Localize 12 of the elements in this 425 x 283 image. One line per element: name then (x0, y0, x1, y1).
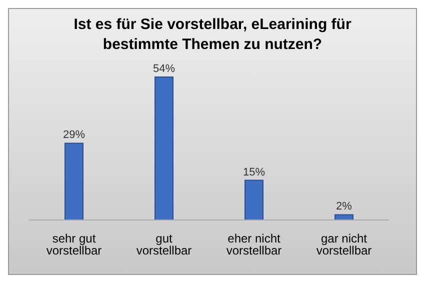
data-label: 54% (152, 63, 176, 75)
bar (244, 180, 264, 220)
bar (154, 76, 174, 220)
x-tick-label: sehr gut vorstellbar (46, 232, 102, 258)
x-tick-label: eher nicht vorstellbar (226, 232, 282, 258)
x-tick-label: gar nicht vorstellbar (316, 232, 372, 258)
chart-title: Ist es für Sie vorstellbar, eLearining für bestimmte Themen zu nutzen? (72, 15, 352, 55)
bar (64, 142, 84, 220)
x-tick-label: gut vorstellbar (136, 232, 192, 258)
data-label: 2% (336, 200, 352, 213)
data-label: 29% (62, 129, 86, 142)
data-label: 15% (242, 166, 266, 178)
